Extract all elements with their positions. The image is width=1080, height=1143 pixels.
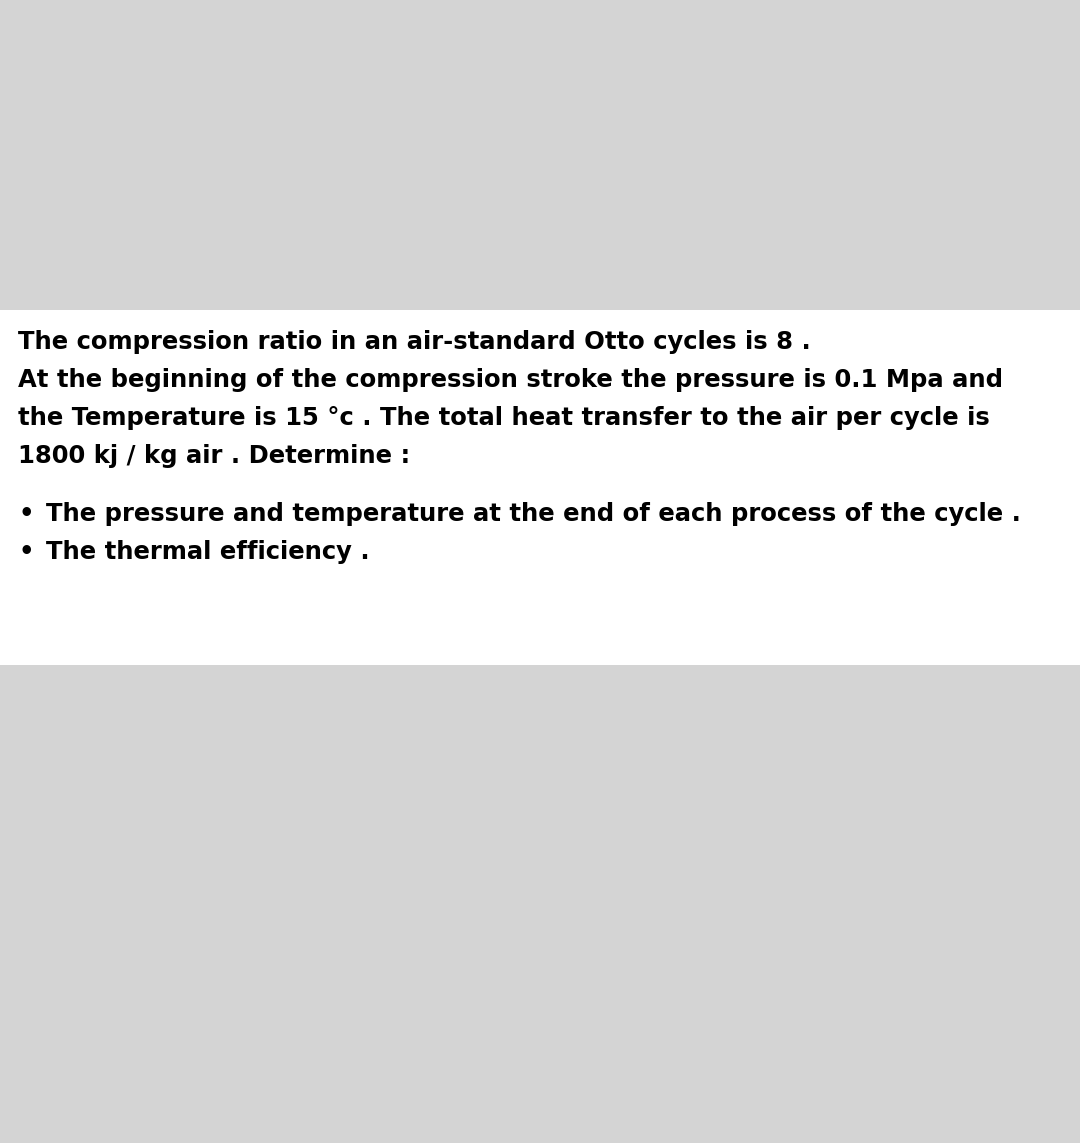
Text: The compression ratio in an air-standard Otto cycles is 8 .: The compression ratio in an air-standard… [18,330,811,354]
Text: At the beginning of the compression stroke the pressure is 0.1 Mpa and: At the beginning of the compression stro… [18,368,1003,392]
Text: The thermal efficiency .: The thermal efficiency . [46,539,369,563]
Bar [0,310,1080,665]
Text: 1800 kj / kg air . Determine :: 1800 kj / kg air . Determine : [18,443,410,467]
Text: the Temperature is 15 °c . The total heat transfer to the air per cycle is: the Temperature is 15 °c . The total hea… [18,406,989,430]
Text: •: • [18,539,33,563]
Text: •: • [18,502,33,526]
Text: The pressure and temperature at the end of each process of the cycle .: The pressure and temperature at the end … [46,502,1021,526]
